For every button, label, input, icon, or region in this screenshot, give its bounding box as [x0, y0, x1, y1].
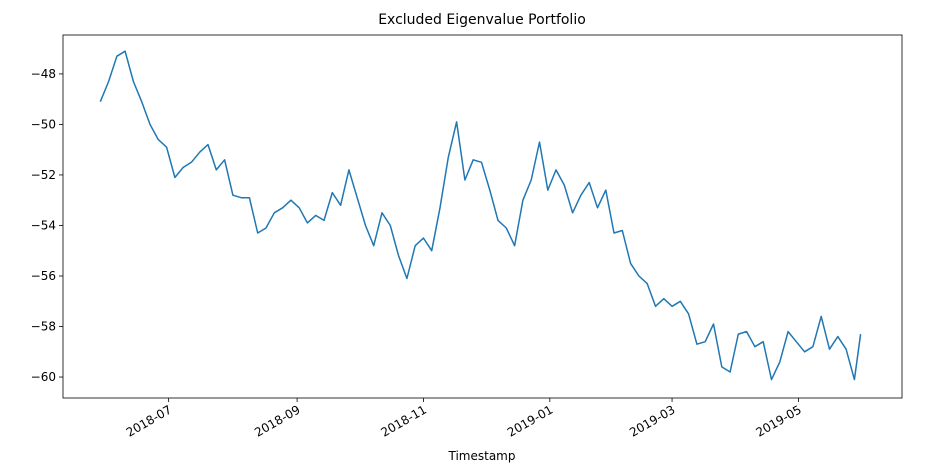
- y-tick-label: −58: [31, 320, 56, 334]
- chart-title: Excluded Eigenvalue Portfolio: [378, 12, 586, 28]
- x-tick-label: 2018-07: [124, 402, 174, 439]
- y-tick-label: −54: [31, 218, 56, 232]
- y-tick-label: −56: [31, 269, 56, 283]
- x-tick-label: 2019-03: [627, 402, 677, 439]
- x-axis-label: Timestamp: [448, 449, 516, 463]
- y-tick-label: −48: [31, 67, 56, 81]
- line-series: [99, 50, 862, 381]
- x-tick-label: 2019-05: [753, 402, 803, 439]
- y-tick-label: −52: [31, 168, 56, 182]
- plot-frame: [62, 34, 903, 399]
- y-tick-label: −60: [31, 370, 56, 384]
- x-tick-label: 2019-01: [505, 402, 555, 439]
- x-tick-label: 2018-11: [379, 402, 429, 439]
- x-tick-label: 2018-09: [252, 402, 302, 439]
- y-tick-label: −50: [31, 117, 56, 131]
